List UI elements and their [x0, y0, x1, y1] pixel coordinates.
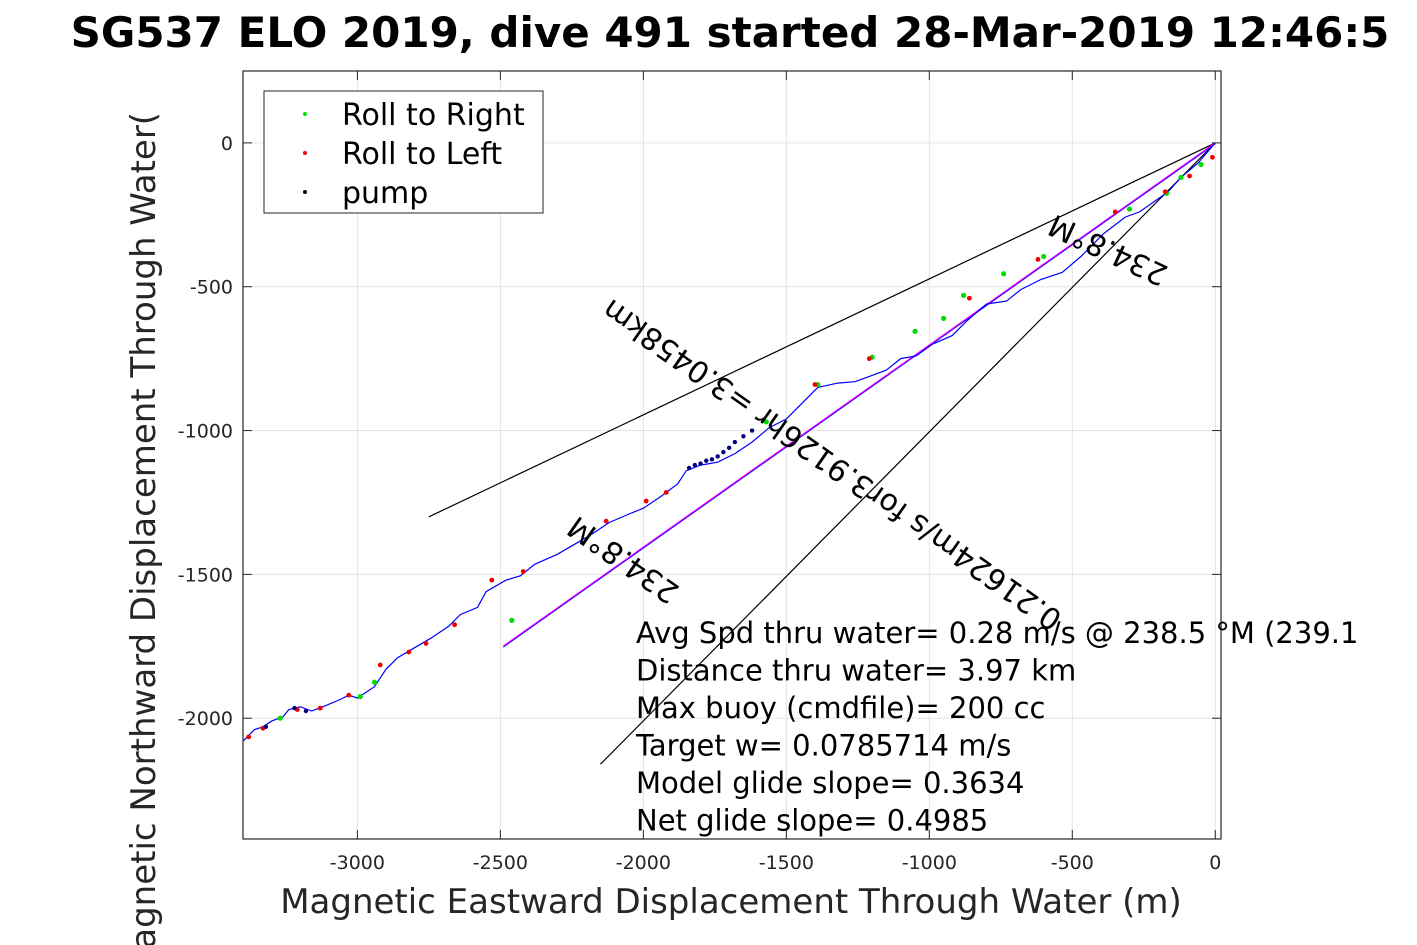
- y-tick-label: -1500: [178, 564, 233, 586]
- chart-title: SG537 ELO 2019, dive 491 started 28-Mar-…: [71, 8, 1390, 57]
- x-tick-label: 0: [1209, 852, 1221, 874]
- stats-annotation: Avg Spd thru water= 0.28 m/s @ 238.5 °M …: [636, 616, 1358, 650]
- roll-left-point: [489, 577, 495, 583]
- y-tick-label: -1000: [178, 421, 233, 443]
- pump-point: [715, 454, 720, 459]
- current-line: [428, 142, 1216, 518]
- y-tick-label: -500: [190, 277, 233, 299]
- roll-left-point: [246, 734, 252, 740]
- stats-annotation: Net glide slope= 0.4985: [636, 804, 988, 838]
- roll-left-point: [643, 498, 649, 504]
- x-tick-label: -2500: [473, 852, 528, 874]
- x-axis-label: Magnetic Eastward Displacement Through W…: [280, 882, 1182, 922]
- legend-box: [263, 90, 544, 214]
- roll-left-point: [966, 295, 972, 301]
- roll-right-point: [509, 617, 515, 623]
- roll-left-point: [866, 356, 872, 362]
- roll-left-point: [1210, 154, 1215, 160]
- y-tick-label: -2000: [178, 708, 233, 730]
- pump-point: [303, 708, 309, 714]
- pump-point: [732, 439, 738, 445]
- roll-right-point: [961, 292, 967, 298]
- roll-left-point: [1162, 189, 1168, 195]
- ticks: -3000 -2500 -2000 -1500 -1000 -500 0 0 -500 -1000…: [178, 71, 1221, 874]
- roll-right-point: [763, 419, 769, 425]
- roll-left-point: [520, 569, 526, 574]
- pump-point: [263, 724, 269, 730]
- y-axis-label: Magnetic Northward Displacement Through …: [124, 112, 164, 945]
- legend: Roll to Right Roll to Left pump: [263, 90, 544, 214]
- pump-point: [292, 705, 297, 711]
- pump-point: [698, 461, 703, 466]
- roll-left-point: [317, 705, 323, 711]
- pump-point: [704, 458, 709, 463]
- roll-left-point: [377, 662, 383, 668]
- roll-left-point: [452, 622, 458, 628]
- pump-point: [686, 465, 692, 471]
- roll-right-point: [941, 315, 947, 321]
- roll-right-point: [1041, 253, 1047, 260]
- x-tick-label: -500: [1051, 852, 1094, 874]
- roll-left-point: [406, 649, 412, 655]
- pump-point: [741, 434, 746, 439]
- legend-marker-roll-right: [303, 112, 307, 116]
- legend-marker-pump: [303, 190, 307, 194]
- x-tick-label: -1000: [902, 852, 957, 874]
- roll-right-point: [1001, 271, 1007, 277]
- roll-right-point: [371, 679, 378, 685]
- roll-right-point: [912, 328, 918, 334]
- roll-left-point: [663, 489, 669, 495]
- stats-annotation: Distance thru water= 3.97 km: [636, 654, 1076, 688]
- roll-left-point: [423, 641, 429, 646]
- pump-point: [749, 428, 755, 433]
- stats-annotation: Max buoy (cmdfile)= 200 cc: [636, 691, 1045, 725]
- legend-label-pump: pump: [342, 176, 428, 211]
- y-tick-label: 0: [221, 133, 233, 155]
- pump-point: [692, 462, 698, 468]
- legend-marker-roll-left: [303, 151, 307, 155]
- roll-right-point: [1126, 206, 1133, 212]
- annotations: Avg Spd thru water= 0.28 m/s @ 238.5 °M …: [635, 616, 1358, 838]
- roll-right-point: [357, 694, 363, 700]
- stats-annotation: Model glide slope= 0.3634: [636, 766, 1024, 800]
- roll-right-point: [277, 715, 283, 721]
- target-heading-line: [502, 142, 1216, 647]
- roll-left-point: [1187, 173, 1192, 179]
- pump-point: [726, 445, 732, 451]
- x-tick-label: -2000: [616, 852, 671, 874]
- target-heading-line-inner: [502, 143, 1216, 648]
- roll-right-point: [1178, 174, 1184, 181]
- x-tick-label: -1500: [759, 852, 814, 874]
- markers: [246, 154, 1215, 740]
- x-tick-label: -3000: [330, 852, 385, 874]
- roll-left-point: [603, 518, 609, 524]
- track-line: [242, 142, 1216, 742]
- legend-label-roll-right: Roll to Right: [342, 98, 525, 133]
- pump-point: [721, 449, 726, 455]
- pump-point: [709, 457, 715, 462]
- roll-left-point: [812, 382, 818, 387]
- plot-lines: [242, 142, 1216, 765]
- legend-label-roll-left: Roll to Left: [342, 137, 502, 172]
- roll-left-point: [346, 692, 352, 698]
- roll-right-point: [1198, 161, 1204, 168]
- current-line: [600, 142, 1216, 765]
- stats-annotation: Target w= 0.0785714 m/s: [635, 729, 1011, 763]
- axes-box: [242, 70, 1222, 840]
- roll-left-point: [1112, 209, 1118, 215]
- roll-left-point: [1035, 257, 1041, 262]
